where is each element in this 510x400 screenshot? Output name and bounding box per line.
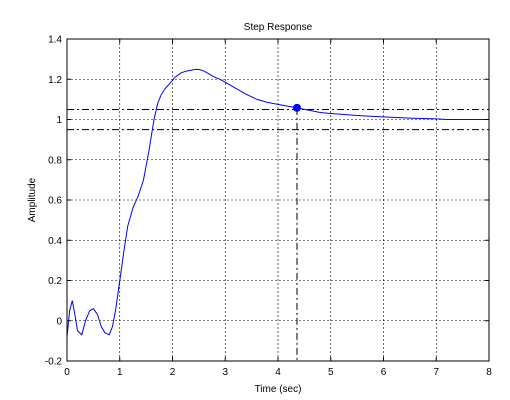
x-tick-label: 5 (328, 367, 334, 378)
x-tick-label: 6 (381, 367, 387, 378)
y-tick-label: 0.4 (48, 236, 62, 247)
y-tick-label: 0.2 (48, 276, 62, 287)
settling-time-marker[interactable] (292, 103, 301, 112)
x-tick-label: 1 (117, 367, 123, 378)
x-tick-label: 2 (170, 367, 176, 378)
y-tick-label: -0.2 (45, 357, 63, 368)
x-tick-label: 8 (486, 367, 492, 378)
x-tick-label: 3 (222, 367, 228, 378)
y-axis-ticks: -0.2 0 0.2 0.4 0.6 0.8 1 1.2 1.4 (45, 35, 489, 368)
x-tick-label: 7 (433, 367, 439, 378)
grid-lines (67, 39, 489, 361)
y-tick-label: 0.8 (48, 155, 62, 166)
y-axis-label: Amplitude (27, 177, 38, 222)
x-tick-label: 4 (275, 367, 281, 378)
y-tick-label: 1.4 (48, 35, 62, 46)
y-tick-label: 0.6 (48, 196, 62, 207)
y-tick-label: 0 (56, 316, 62, 327)
x-axis-label: Time (sec) (255, 384, 302, 395)
series-line-step-response (66, 68, 489, 337)
x-tick-label: 0 (64, 367, 70, 378)
y-tick-label: 1.2 (48, 75, 62, 86)
y-tick-label: 1 (56, 115, 62, 126)
plot-area (66, 38, 490, 362)
x-axis-ticks: 0 1 2 3 4 5 6 7 8 (64, 39, 492, 378)
chart-title: Step Response (244, 22, 313, 33)
settling-bounds (67, 107, 489, 361)
